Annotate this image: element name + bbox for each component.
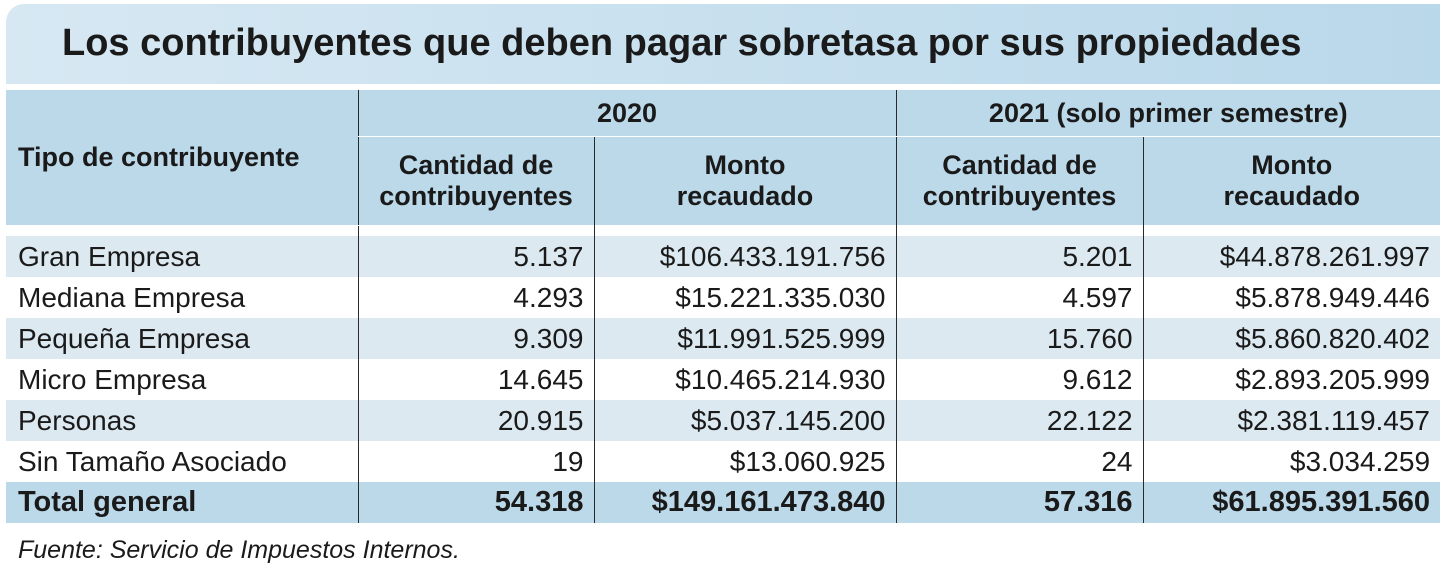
row-count-2021: 15.760 bbox=[895, 317, 1144, 359]
row-amount-2020: $10.465.214.930 bbox=[593, 358, 897, 400]
row-amount-2021: $5.860.820.402 bbox=[1142, 317, 1441, 359]
table-row: Gran Empresa 5.137 $106.433.191.756 5.20… bbox=[6, 235, 1441, 277]
header-type: Tipo de contribuyente bbox=[6, 90, 358, 226]
row-amount-2021: $3.034.259 bbox=[1142, 440, 1441, 482]
row-count-2021: 24 bbox=[895, 440, 1144, 482]
row-count-2020: 5.137 bbox=[357, 235, 594, 277]
row-count-2021: 4.597 bbox=[895, 276, 1144, 318]
total-row: Total general 54.318 $149.161.473.840 57… bbox=[6, 481, 1441, 523]
header-year-2020: 2020 bbox=[357, 90, 897, 137]
source-note: Fuente: Servicio de Impuestos Internos. bbox=[18, 536, 460, 564]
title-bar: Los contribuyentes que deben pagar sobre… bbox=[6, 4, 1440, 84]
row-type: Mediana Empresa bbox=[6, 276, 358, 318]
row-amount-2021: $5.878.949.446 bbox=[1142, 276, 1441, 318]
row-count-2020: 20.915 bbox=[357, 399, 594, 441]
row-amount-2020: $11.991.525.999 bbox=[593, 317, 897, 359]
contributors-table: Tipo de contribuyente 2020 2021 (solo pr… bbox=[6, 90, 1441, 523]
row-count-2020: 4.293 bbox=[357, 276, 594, 318]
row-amount-2021: $44.878.261.997 bbox=[1142, 235, 1441, 277]
header-amount-2021: Monto recaudado bbox=[1142, 136, 1441, 225]
header-amount-2020: Monto recaudado bbox=[593, 136, 897, 225]
row-amount-2020: $106.433.191.756 bbox=[593, 235, 897, 277]
row-count-2021: 5.201 bbox=[895, 235, 1144, 277]
total-count-2020: 54.318 bbox=[357, 481, 594, 523]
row-amount-2021: $2.893.205.999 bbox=[1142, 358, 1441, 400]
total-amount-2020: $149.161.473.840 bbox=[593, 481, 897, 523]
table-title: Los contribuyentes que deben pagar sobre… bbox=[62, 22, 1302, 64]
row-count-2020: 14.645 bbox=[357, 358, 594, 400]
row-type: Gran Empresa bbox=[6, 235, 358, 277]
row-type: Sin Tamaño Asociado bbox=[6, 440, 358, 482]
row-amount-2020: $15.221.335.030 bbox=[593, 276, 897, 318]
header-year-2021: 2021 (solo primer semestre) bbox=[895, 90, 1441, 137]
total-count-2021: 57.316 bbox=[895, 481, 1144, 523]
row-type: Micro Empresa bbox=[6, 358, 358, 400]
header-count-2020: Cantidad de contribuyentes bbox=[357, 136, 594, 225]
row-amount-2021: $2.381.119.457 bbox=[1142, 399, 1441, 441]
table-row: Pequeña Empresa 9.309 $11.991.525.999 15… bbox=[6, 317, 1441, 359]
row-amount-2020: $5.037.145.200 bbox=[593, 399, 897, 441]
row-count-2020: 9.309 bbox=[357, 317, 594, 359]
total-label: Total general bbox=[6, 481, 358, 523]
row-count-2021: 9.612 bbox=[895, 358, 1144, 400]
table-row: Personas 20.915 $5.037.145.200 22.122 $2… bbox=[6, 399, 1441, 441]
row-amount-2020: $13.060.925 bbox=[593, 440, 897, 482]
row-type: Pequeña Empresa bbox=[6, 317, 358, 359]
row-type: Personas bbox=[6, 399, 358, 441]
row-count-2020: 19 bbox=[357, 440, 594, 482]
total-amount-2021: $61.895.391.560 bbox=[1142, 481, 1441, 523]
table-row: Sin Tamaño Asociado 19 $13.060.925 24 $3… bbox=[6, 440, 1441, 482]
header-count-2021: Cantidad de contribuyentes bbox=[895, 136, 1144, 225]
table-row: Micro Empresa 14.645 $10.465.214.930 9.6… bbox=[6, 358, 1441, 400]
table-row: Mediana Empresa 4.293 $15.221.335.030 4.… bbox=[6, 276, 1441, 318]
row-count-2021: 22.122 bbox=[895, 399, 1144, 441]
